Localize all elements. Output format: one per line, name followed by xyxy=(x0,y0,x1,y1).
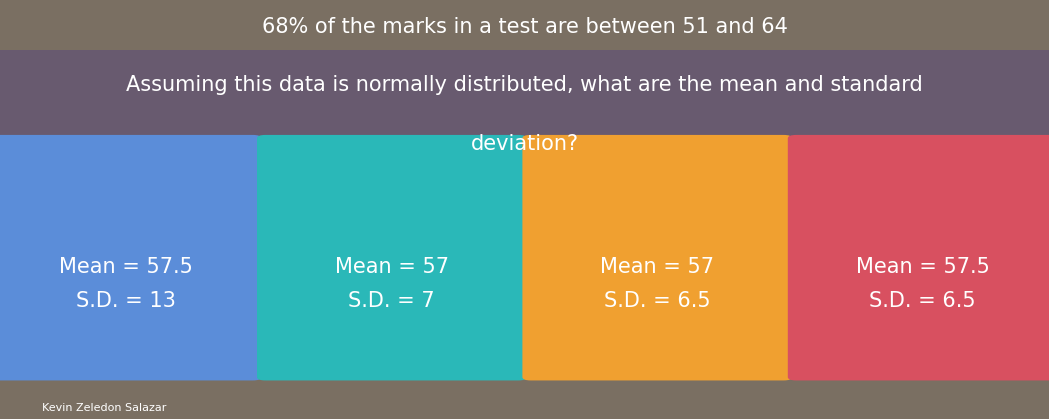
Text: deviation?: deviation? xyxy=(470,134,579,154)
Text: 68% of the marks in a test are between 51 and 64: 68% of the marks in a test are between 5… xyxy=(261,17,788,37)
Text: Mean = 57.5: Mean = 57.5 xyxy=(856,257,989,277)
FancyBboxPatch shape xyxy=(257,135,527,380)
Text: Mean = 57: Mean = 57 xyxy=(335,257,449,277)
Text: S.D. = 7: S.D. = 7 xyxy=(348,291,435,310)
Text: Mean = 57: Mean = 57 xyxy=(600,257,714,277)
Text: Mean = 57.5: Mean = 57.5 xyxy=(60,257,193,277)
FancyBboxPatch shape xyxy=(0,50,1049,302)
Text: S.D. = 13: S.D. = 13 xyxy=(77,291,176,310)
FancyBboxPatch shape xyxy=(0,135,261,380)
Text: S.D. = 6.5: S.D. = 6.5 xyxy=(870,291,976,310)
FancyBboxPatch shape xyxy=(788,135,1049,380)
FancyBboxPatch shape xyxy=(522,135,792,380)
Text: S.D. = 6.5: S.D. = 6.5 xyxy=(604,291,710,310)
Text: Kevin Zeledon Salazar: Kevin Zeledon Salazar xyxy=(42,403,167,413)
Text: Assuming this data is normally distributed, what are the mean and standard: Assuming this data is normally distribut… xyxy=(126,75,923,96)
